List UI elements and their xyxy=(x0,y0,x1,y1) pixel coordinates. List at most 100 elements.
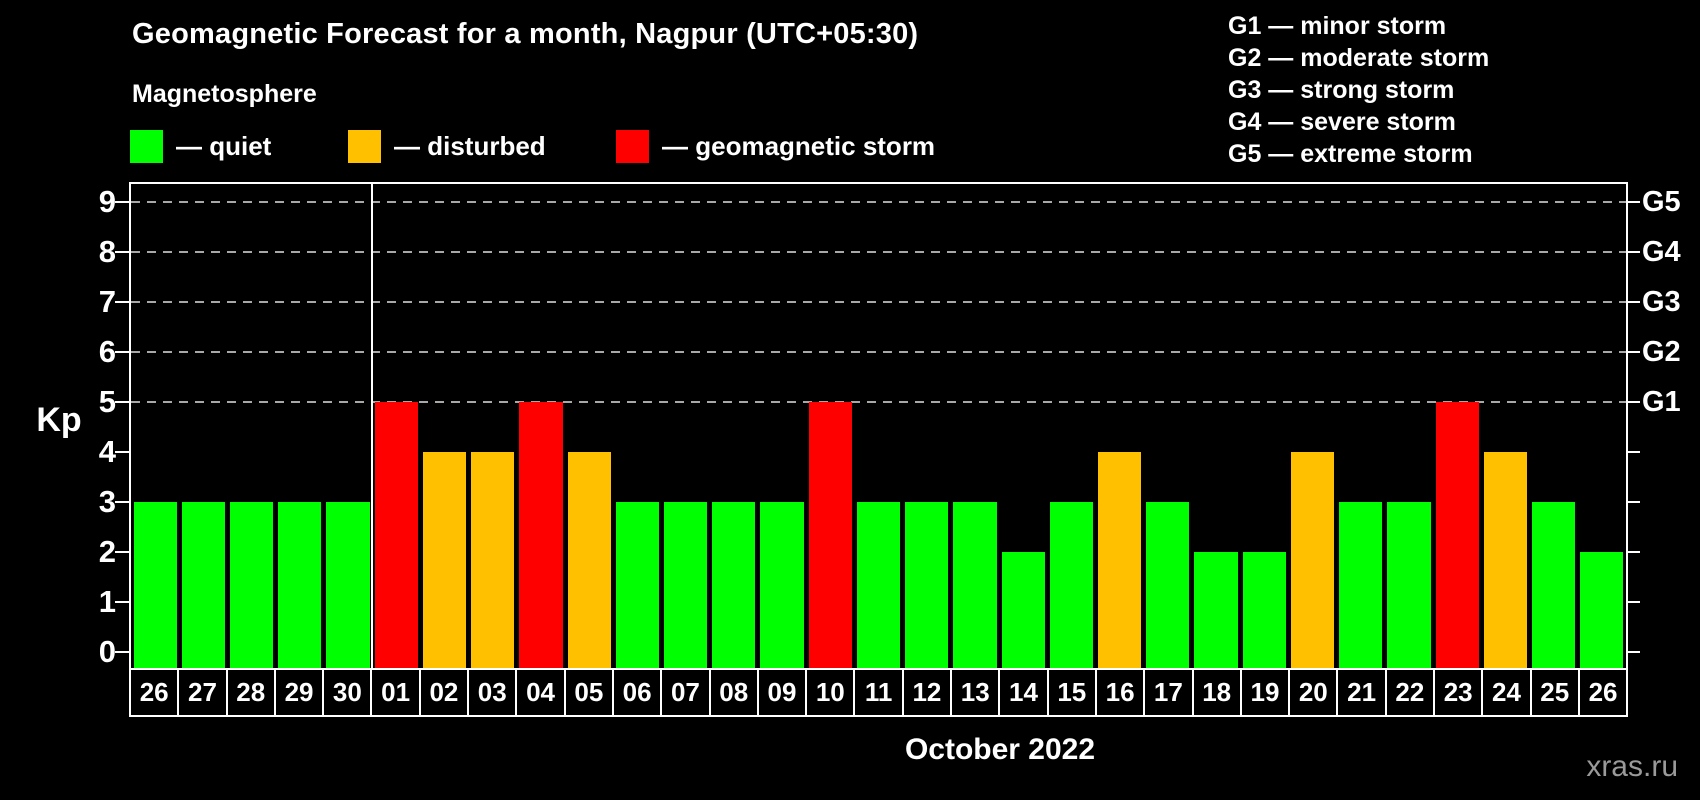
chart-title: Geomagnetic Forecast for a month, Nagpur… xyxy=(132,18,919,50)
bar-day-26 xyxy=(133,502,177,668)
y-axis-label-7: 7 xyxy=(98,284,116,319)
bar-day-03 xyxy=(471,452,515,668)
y-tick-right-5 xyxy=(1626,401,1640,403)
g1-legend-line: G1 — minor storm xyxy=(1228,12,1447,40)
day-label-0: 26 xyxy=(129,668,180,717)
watermark: xras.ru xyxy=(1586,750,1678,783)
day-label-23: 19 xyxy=(1239,668,1291,717)
day-label-19: 15 xyxy=(1046,668,1097,717)
day-label-9: 05 xyxy=(563,668,614,717)
bar-day-18 xyxy=(1194,552,1238,668)
bar-day-14 xyxy=(1001,552,1045,668)
y-tick-left-4 xyxy=(115,451,129,453)
day-label-4: 30 xyxy=(322,668,373,717)
y-axis-label-9: 9 xyxy=(98,184,116,219)
day-label-24: 20 xyxy=(1288,668,1339,717)
y-tick-right-4 xyxy=(1626,451,1640,453)
day-label-13: 09 xyxy=(756,668,808,717)
day-label-20: 16 xyxy=(1094,668,1146,717)
day-label-8: 04 xyxy=(515,668,566,717)
legend-label-quiet: — quiet xyxy=(176,131,272,161)
y-axis-label-2: 2 xyxy=(98,534,116,569)
day-label-1: 27 xyxy=(177,668,228,717)
bar-day-21 xyxy=(1339,502,1383,668)
y-tick-left-1 xyxy=(115,601,129,603)
y-tick-right-2 xyxy=(1626,551,1640,553)
bar-day-01 xyxy=(374,402,418,668)
bar-day-12 xyxy=(905,502,949,668)
g4-legend-line: G4 — severe storm xyxy=(1228,108,1456,136)
bar-day-10 xyxy=(808,402,852,668)
day-label-21: 17 xyxy=(1143,668,1194,717)
bar-day-05 xyxy=(567,452,611,668)
gridline-kp-6 xyxy=(131,351,1626,353)
y-axis-label-1: 1 xyxy=(98,584,116,619)
y-tick-left-8 xyxy=(115,251,129,253)
legend-label-disturbed: — disturbed xyxy=(394,131,546,161)
right-axis-label-G4: G4 xyxy=(1642,236,1681,268)
day-label-16: 12 xyxy=(901,668,953,717)
bar-day-26 xyxy=(1580,552,1624,668)
day-label-6: 02 xyxy=(418,668,470,717)
day-label-30: 26 xyxy=(1577,668,1629,717)
y-tick-left-2 xyxy=(115,551,129,553)
y-tick-left-6 xyxy=(115,351,129,353)
y-tick-left-7 xyxy=(115,301,129,303)
y-tick-right-1 xyxy=(1626,601,1640,603)
bar-day-06 xyxy=(615,502,659,668)
right-axis-label-G2: G2 xyxy=(1642,336,1681,368)
legend-item-quiet: — quiet xyxy=(130,130,271,163)
y-tick-left-0 xyxy=(115,651,129,653)
plot-area xyxy=(115,182,1640,670)
x-axis-title: October 2022 xyxy=(904,733,1096,766)
bar-day-13 xyxy=(953,502,997,668)
bar-day-29 xyxy=(278,502,322,668)
bar-day-24 xyxy=(1483,452,1528,668)
legend-item-storm: — geomagnetic storm xyxy=(616,130,935,163)
bar-day-09 xyxy=(760,502,804,668)
y-tick-right-9 xyxy=(1626,201,1640,203)
day-label-25: 21 xyxy=(1336,668,1387,717)
day-label-26: 22 xyxy=(1384,668,1436,717)
y-tick-left-9 xyxy=(115,201,129,203)
bar-day-04 xyxy=(519,402,563,668)
y-tick-left-5 xyxy=(115,401,129,403)
bar-day-02 xyxy=(422,452,467,668)
bar-day-22 xyxy=(1387,502,1431,668)
day-label-17: 13 xyxy=(950,668,1001,717)
y-axis-label-5: 5 xyxy=(98,384,116,419)
g3-legend-line: G3 — strong storm xyxy=(1228,76,1455,104)
bar-day-15 xyxy=(1049,502,1093,668)
day-label-22: 18 xyxy=(1191,668,1242,717)
y-axis-label-6: 6 xyxy=(98,334,116,369)
g5-legend-line: G5 — extreme storm xyxy=(1228,140,1473,168)
legend-label-storm: — geomagnetic storm xyxy=(662,131,936,161)
day-label-18: 14 xyxy=(998,668,1049,717)
chart-subtitle: Magnetosphere xyxy=(132,80,317,108)
y-axis-label-0: 0 xyxy=(98,634,116,669)
y-tick-right-8 xyxy=(1626,251,1640,253)
bar-day-17 xyxy=(1146,502,1190,668)
gridline-kp-5 xyxy=(131,401,1626,403)
bar-day-28 xyxy=(229,502,274,668)
g2-legend-line: G2 — moderate storm xyxy=(1228,44,1490,72)
day-label-28: 24 xyxy=(1481,668,1532,717)
disturbed-swatch-icon xyxy=(348,130,381,163)
legend-item-disturbed: — disturbed xyxy=(348,130,546,163)
day-label-14: 10 xyxy=(805,668,856,717)
day-axis: 26 27 28 29 30 01 02 03 04 05 06 07 08 09 10 11 12 13 14 15… xyxy=(129,668,1629,717)
storm-swatch-icon xyxy=(616,130,649,163)
right-axis-label-G3: G3 xyxy=(1642,286,1681,318)
day-label-15: 11 xyxy=(853,668,904,717)
y-axis-label-4: 4 xyxy=(98,434,116,469)
g-scale-legend: G1 — minor storm G2 — moderate storm G3 … xyxy=(1228,10,1489,170)
y-tick-right-7 xyxy=(1626,301,1640,303)
gridline-kp-8 xyxy=(131,251,1626,253)
month-separator-line xyxy=(371,184,374,668)
y-axis-title: Kp xyxy=(36,401,82,439)
day-label-3: 29 xyxy=(273,668,325,717)
day-label-5: 01 xyxy=(370,668,421,717)
bar-day-25 xyxy=(1532,502,1576,668)
bar-day-30 xyxy=(326,502,370,668)
